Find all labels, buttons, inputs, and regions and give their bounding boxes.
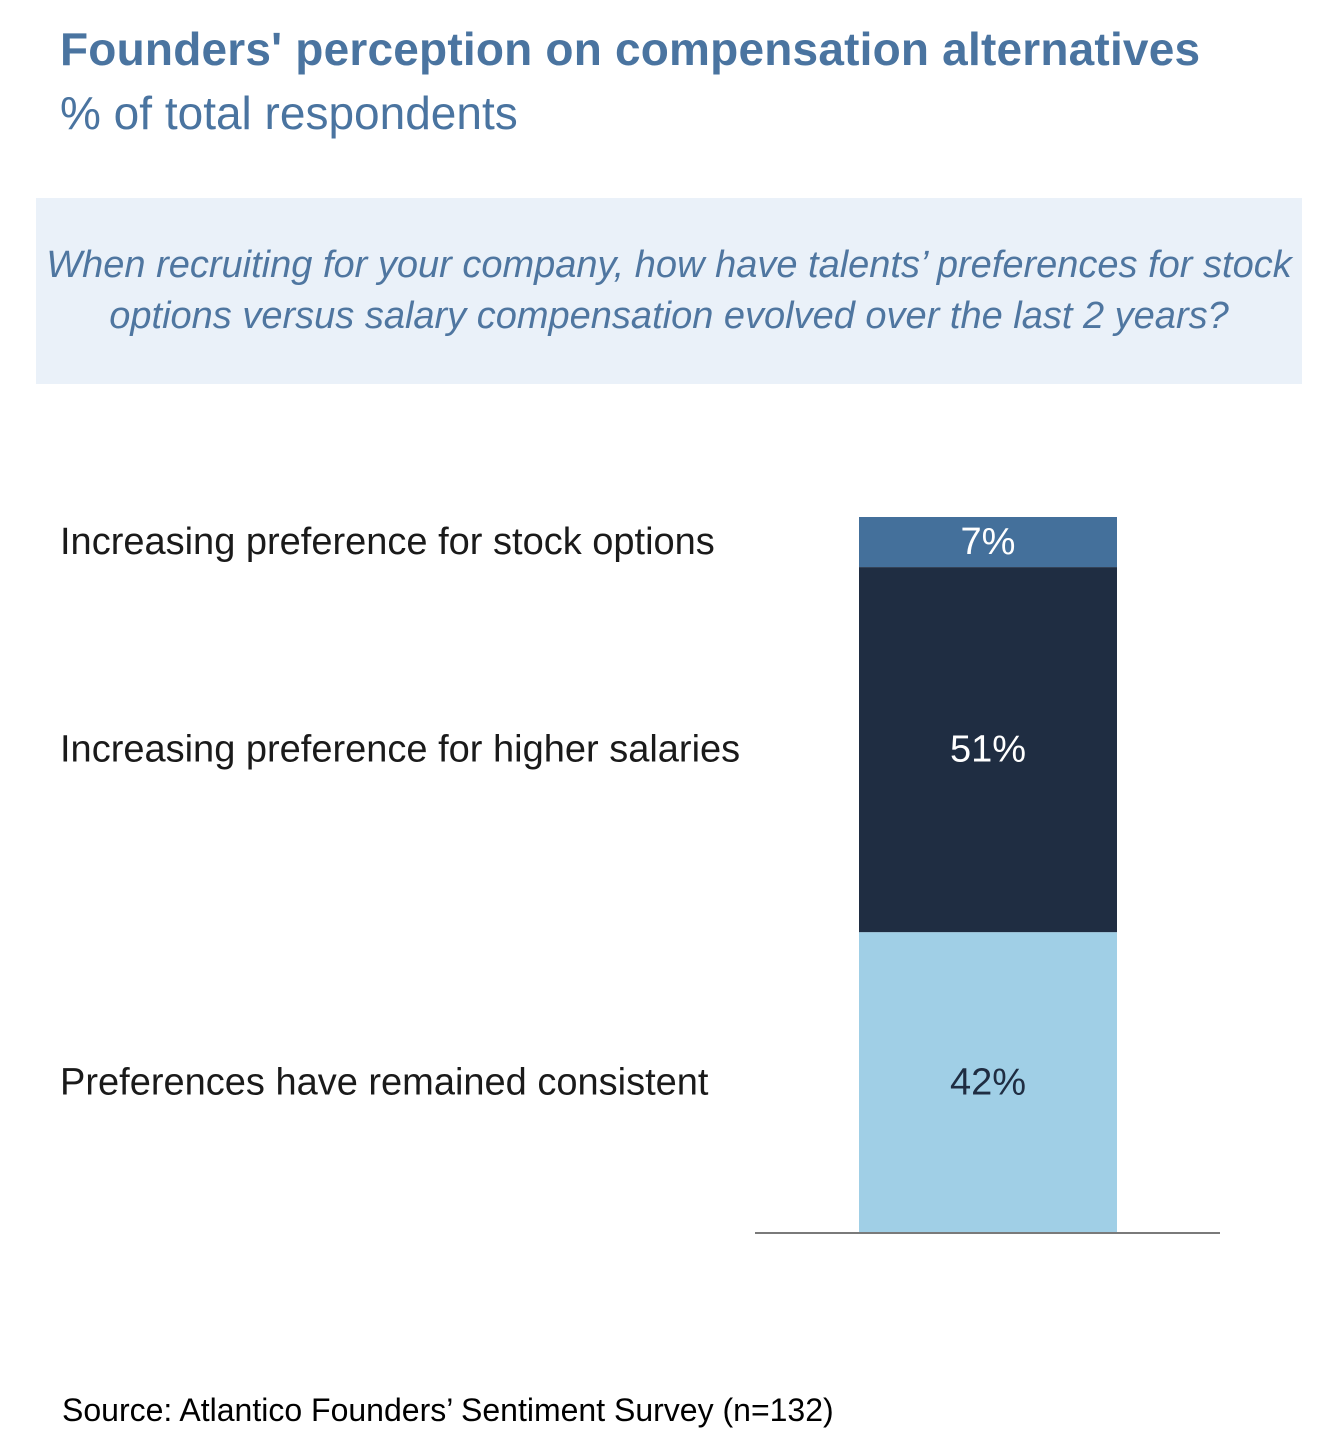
data-label-increasing-preference-for-higher-salaries: 51%: [950, 729, 1026, 771]
source-note: Source: Atlantico Founders’ Sentiment Su…: [62, 1392, 834, 1428]
data-label-increasing-preference-for-stock-options: 7%: [961, 521, 1016, 563]
bar-segments: [859, 517, 1117, 1233]
bar-segment-increasing-preference-for-stock-options: [859, 517, 1117, 568]
category-label-increasing-preference-for-higher-salaries: Increasing preference for higher salarie…: [60, 729, 740, 771]
bar-segment-increasing-preference-for-higher-salaries: [859, 567, 1117, 933]
chart-title: Founders' perception on compensation alt…: [60, 23, 1201, 75]
data-labels: 7% 51% 42%: [950, 521, 1026, 1104]
survey-question: When recruiting for your company, how ha…: [46, 244, 1292, 337]
category-label-preferences-have-remained-consistent: Preferences have remained consistent: [60, 1062, 709, 1104]
chart-subtitle: % of total respondents: [60, 87, 518, 139]
category-label-increasing-preference-for-stock-options: Increasing preference for stock options: [60, 521, 715, 563]
category-labels: Increasing preference for stock options I…: [60, 521, 740, 1104]
data-label-preferences-have-remained-consistent: 42%: [950, 1062, 1026, 1104]
survey-question-box: When recruiting for your company, how ha…: [36, 198, 1302, 384]
bar-segment-preferences-have-remained-consistent: [859, 932, 1117, 1233]
